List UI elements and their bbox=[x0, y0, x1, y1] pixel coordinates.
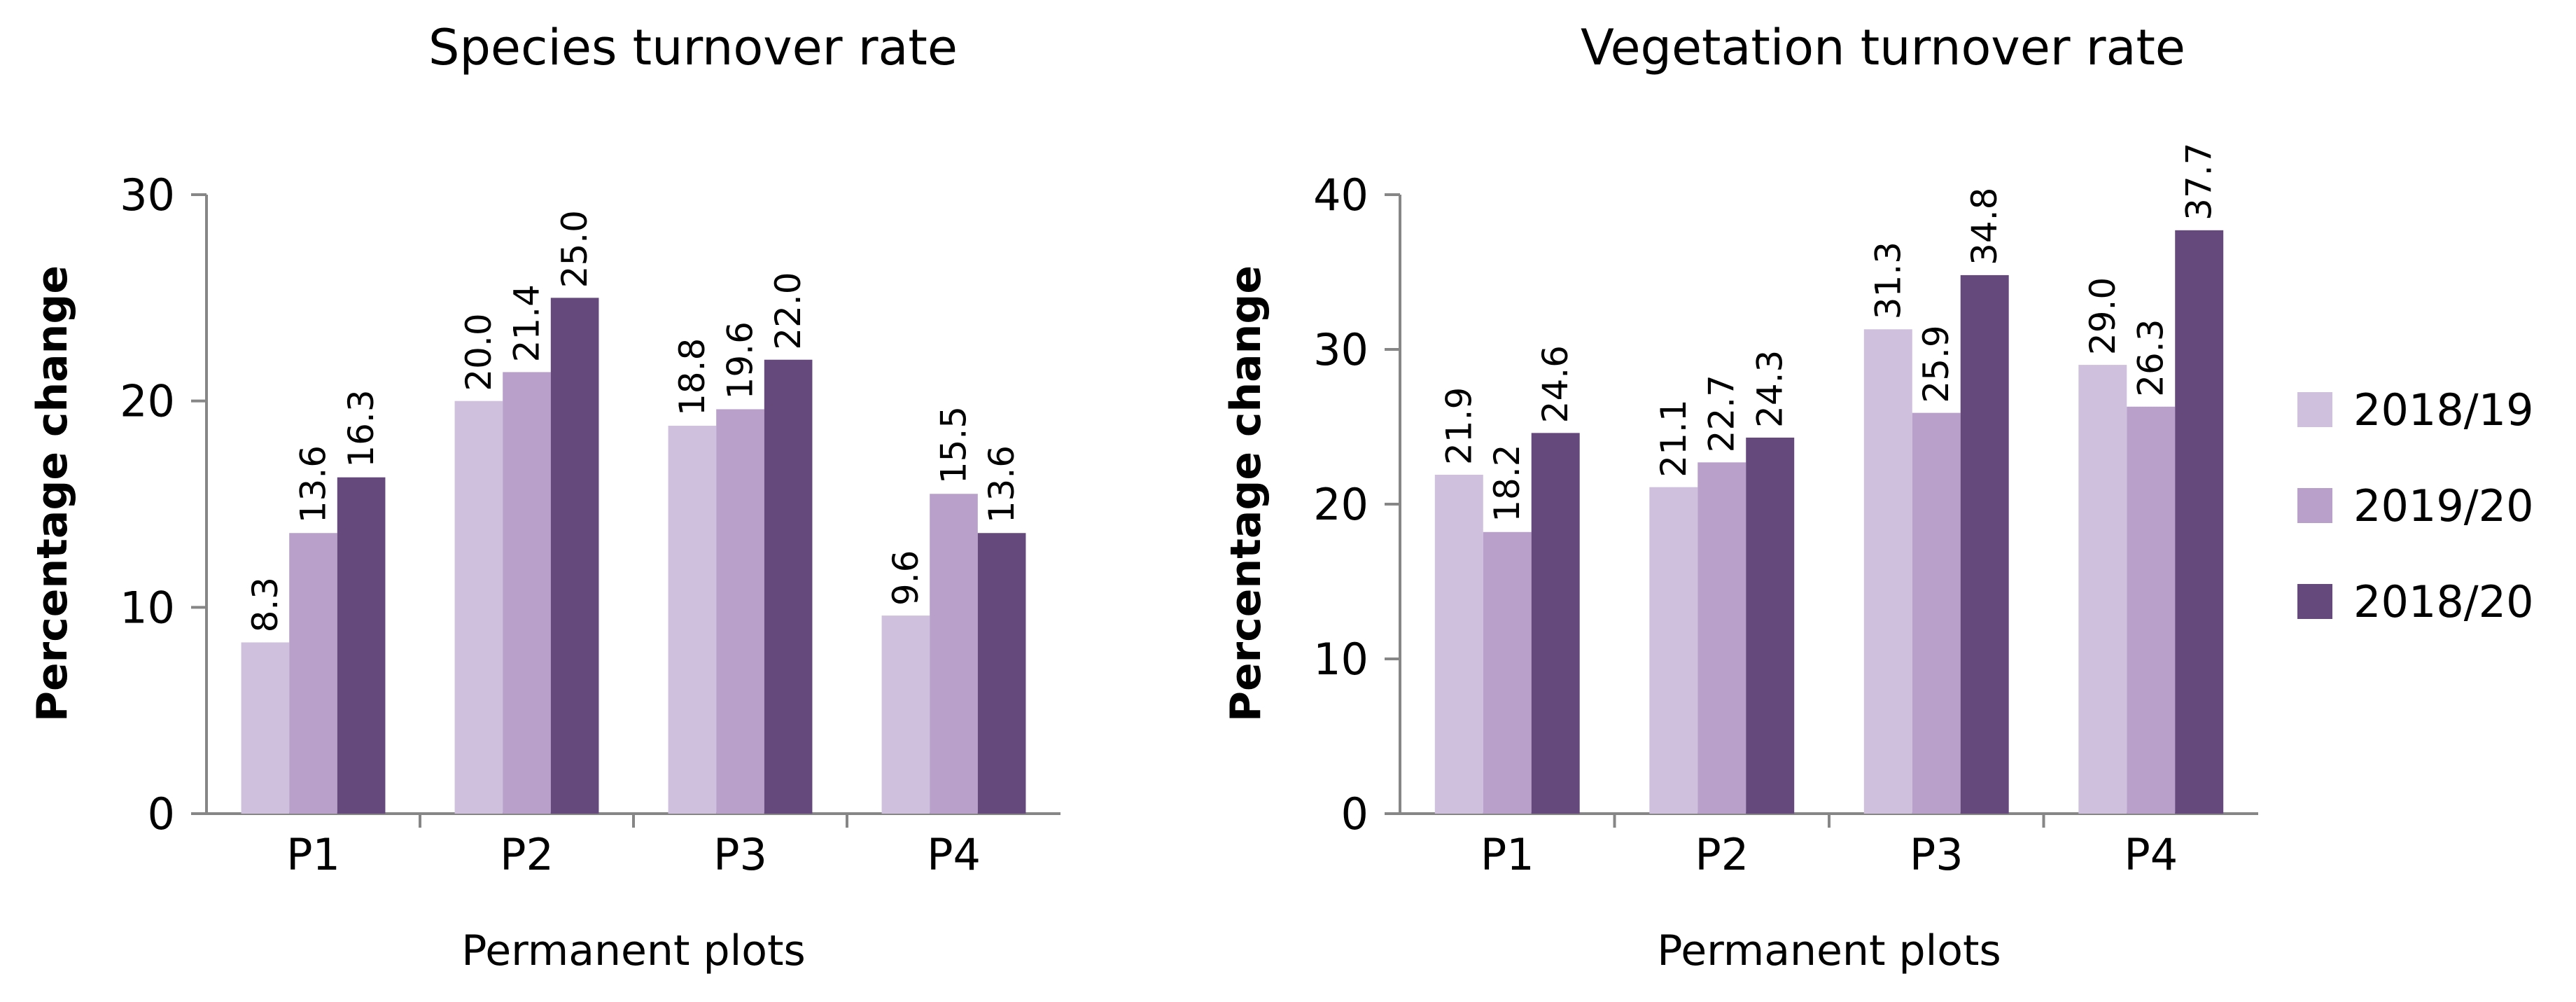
chart2-bar bbox=[2175, 230, 2224, 814]
chart1-xlabel: Permanent plots bbox=[461, 926, 806, 975]
chart1-data-label: 9.6 bbox=[886, 550, 926, 606]
chart1-data-label: 22.0 bbox=[768, 272, 808, 349]
chart2-bar bbox=[1960, 274, 2009, 814]
chart2-ytick-label: 0 bbox=[1341, 788, 1368, 840]
chart2-bar bbox=[2127, 406, 2176, 814]
chart1-xtick-label: P1 bbox=[286, 829, 340, 880]
chart2-ytick-label: 40 bbox=[1313, 169, 1368, 221]
chart1-bar bbox=[716, 409, 764, 814]
chart2-bar bbox=[1746, 437, 1795, 814]
chart1-data-label: 21.4 bbox=[507, 284, 547, 362]
chart2-bar bbox=[1863, 329, 1912, 814]
chart2-ylabel: Percentage change bbox=[1222, 265, 1270, 722]
chart2-xtick-label: P1 bbox=[1480, 829, 1534, 880]
chart1-bar bbox=[337, 477, 386, 814]
chart2-bar bbox=[2078, 365, 2127, 814]
chart2-bar bbox=[1531, 433, 1580, 814]
chart2-ytick-label: 10 bbox=[1313, 634, 1368, 685]
chart1-bar bbox=[930, 494, 978, 814]
chart2-bar bbox=[1912, 412, 1961, 814]
chart2-data-label: 31.3 bbox=[1868, 242, 1908, 319]
chart2-data-label: 29.0 bbox=[2082, 277, 2123, 355]
chart1-bar bbox=[454, 401, 503, 814]
chart1-bar bbox=[881, 615, 930, 814]
chart1-bar bbox=[668, 426, 717, 814]
chart1-ytick-label: 20 bbox=[120, 376, 175, 427]
chart1-data-label: 19.6 bbox=[720, 321, 761, 399]
chart1-data-label: 16.3 bbox=[341, 389, 382, 467]
chart2-bar bbox=[1649, 487, 1698, 814]
chart1-ytick-label: 0 bbox=[148, 788, 175, 840]
chart2-data-label: 22.7 bbox=[1702, 375, 1742, 452]
chart2-bar bbox=[1483, 531, 1532, 814]
chart2-data-label: 37.7 bbox=[2179, 143, 2220, 221]
chart2-title: Vegetation turnover rate bbox=[1581, 19, 2185, 76]
legend-swatch bbox=[2297, 488, 2332, 523]
chart2-ytick-label: 30 bbox=[1313, 324, 1368, 375]
chart1-ytick-label: 30 bbox=[120, 169, 175, 221]
legend-swatch bbox=[2297, 392, 2332, 427]
chart2-xtick-label: P2 bbox=[1695, 829, 1749, 880]
chart1-bar bbox=[764, 359, 813, 814]
chart1-xtick-label: P4 bbox=[927, 829, 981, 880]
chart1-ylabel: Percentage change bbox=[28, 265, 77, 722]
chart2-xtick-label: P3 bbox=[1910, 829, 1963, 880]
chart1-xtick-label: P3 bbox=[713, 829, 767, 880]
chart2-data-label: 21.9 bbox=[1438, 387, 1479, 465]
chart1-bar bbox=[289, 533, 337, 814]
chart1-bar bbox=[550, 298, 599, 814]
chart1-data-label: 8.3 bbox=[245, 577, 286, 633]
chart1-data-label: 18.8 bbox=[672, 338, 713, 416]
chart2-data-label: 26.3 bbox=[2131, 319, 2171, 396]
chart1-ytick-label: 10 bbox=[120, 582, 175, 633]
chart2-ytick-label: 20 bbox=[1313, 479, 1368, 530]
legend-label: 2018/20 bbox=[2353, 576, 2534, 627]
chart1-bar bbox=[977, 533, 1026, 814]
chart2-data-label: 34.8 bbox=[1964, 188, 2005, 265]
chart1-data-label: 20.0 bbox=[458, 313, 499, 391]
legend-label: 2018/19 bbox=[2353, 384, 2534, 436]
chart2-bar bbox=[1698, 462, 1746, 814]
chart1-title: Species turnover rate bbox=[428, 19, 958, 76]
chart1-data-label: 13.6 bbox=[293, 445, 334, 523]
chart2-bar bbox=[1434, 475, 1483, 814]
chart1-bar bbox=[241, 642, 290, 814]
chart2-data-label: 18.2 bbox=[1487, 444, 1527, 522]
chart2-data-label: 24.6 bbox=[1535, 345, 1576, 423]
chart1-bar bbox=[503, 372, 551, 814]
chart1-xtick-label: P2 bbox=[500, 829, 554, 880]
chart2-data-label: 24.3 bbox=[1750, 350, 1791, 428]
chart2-xlabel: Permanent plots bbox=[1657, 926, 2001, 975]
legend-swatch bbox=[2297, 584, 2332, 619]
chart2-data-label: 25.9 bbox=[1916, 325, 1956, 403]
chart1-data-label: 13.6 bbox=[981, 445, 1022, 523]
chart1-data-label: 25.0 bbox=[554, 210, 595, 288]
chart2-xtick-label: P4 bbox=[2124, 829, 2178, 880]
chart1-data-label: 15.5 bbox=[934, 406, 974, 484]
legend-label: 2019/20 bbox=[2353, 480, 2534, 531]
chart2-data-label: 21.1 bbox=[1653, 399, 1694, 477]
